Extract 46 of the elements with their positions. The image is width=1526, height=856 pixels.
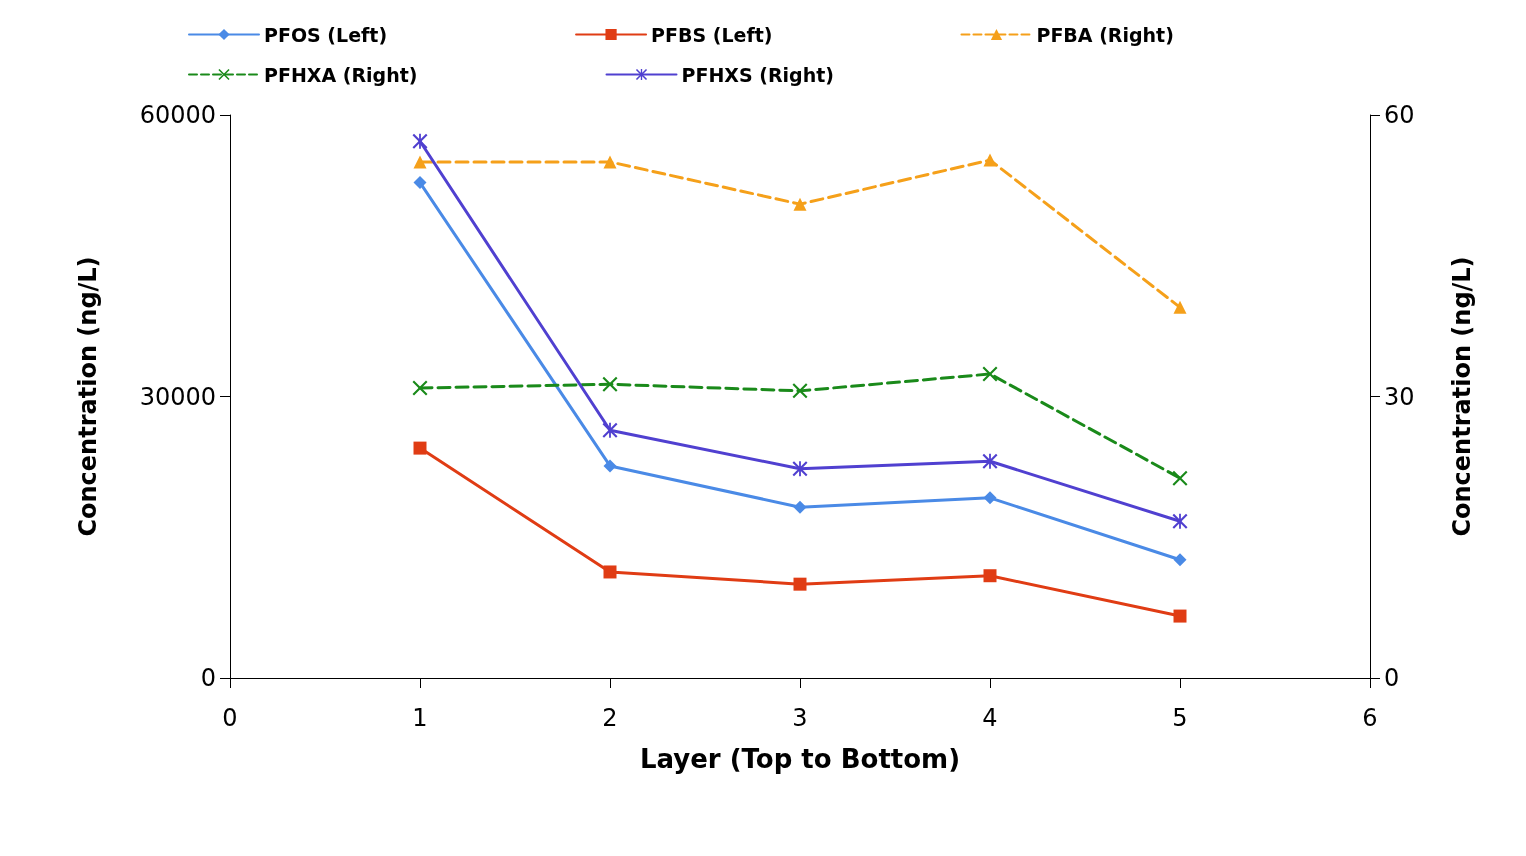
y2-axis-title: Concentration (ng/L) xyxy=(1448,256,1476,537)
y-tick-label: 60000 xyxy=(139,101,216,129)
legend-label: PFOS (Left) xyxy=(264,23,388,46)
legend-label: PFHXA (Right) xyxy=(264,63,418,86)
point xyxy=(413,441,427,455)
point xyxy=(792,461,808,477)
point xyxy=(982,366,998,382)
y2-tick-label: 30 xyxy=(1384,382,1415,411)
legend-label: PFBS (Left) xyxy=(651,23,773,46)
point xyxy=(602,376,618,392)
point xyxy=(1172,470,1188,486)
x-tick-label: 6 xyxy=(1362,704,1378,732)
point xyxy=(602,422,618,438)
point xyxy=(412,133,428,149)
x-tick-label: 5 xyxy=(1172,704,1188,732)
point xyxy=(793,577,807,591)
point xyxy=(793,197,807,211)
point xyxy=(792,383,808,399)
point xyxy=(413,176,427,190)
point xyxy=(983,569,997,583)
x-axis-title: Layer (Top to Bottom) xyxy=(639,744,961,774)
y2-tick-label: 0 xyxy=(1384,664,1400,692)
point xyxy=(1173,609,1187,623)
point xyxy=(983,153,997,167)
y-axis-title: Concentration (ng/L) xyxy=(74,256,102,537)
x-tick-label: 0 xyxy=(222,704,238,732)
point xyxy=(413,155,427,169)
x-tick-label: 1 xyxy=(412,704,428,732)
point xyxy=(603,459,617,473)
point xyxy=(1172,513,1188,529)
point xyxy=(983,491,997,505)
x-tick-label: 2 xyxy=(602,704,618,732)
point xyxy=(603,155,617,169)
point xyxy=(412,380,428,396)
y-tick-label: 30000 xyxy=(139,382,216,411)
point xyxy=(603,565,617,579)
y-tick-label: 0 xyxy=(200,664,216,692)
point xyxy=(1173,300,1187,314)
point xyxy=(982,453,998,469)
x-tick-label: 3 xyxy=(792,704,808,732)
legend-label: PFHXS (Right) xyxy=(681,63,834,86)
x-tick-label: 4 xyxy=(982,704,998,732)
legend-label: PFBA (Right) xyxy=(1036,23,1174,46)
y2-tick-label: 60 xyxy=(1384,101,1415,129)
point xyxy=(1173,553,1187,567)
point xyxy=(793,500,807,514)
